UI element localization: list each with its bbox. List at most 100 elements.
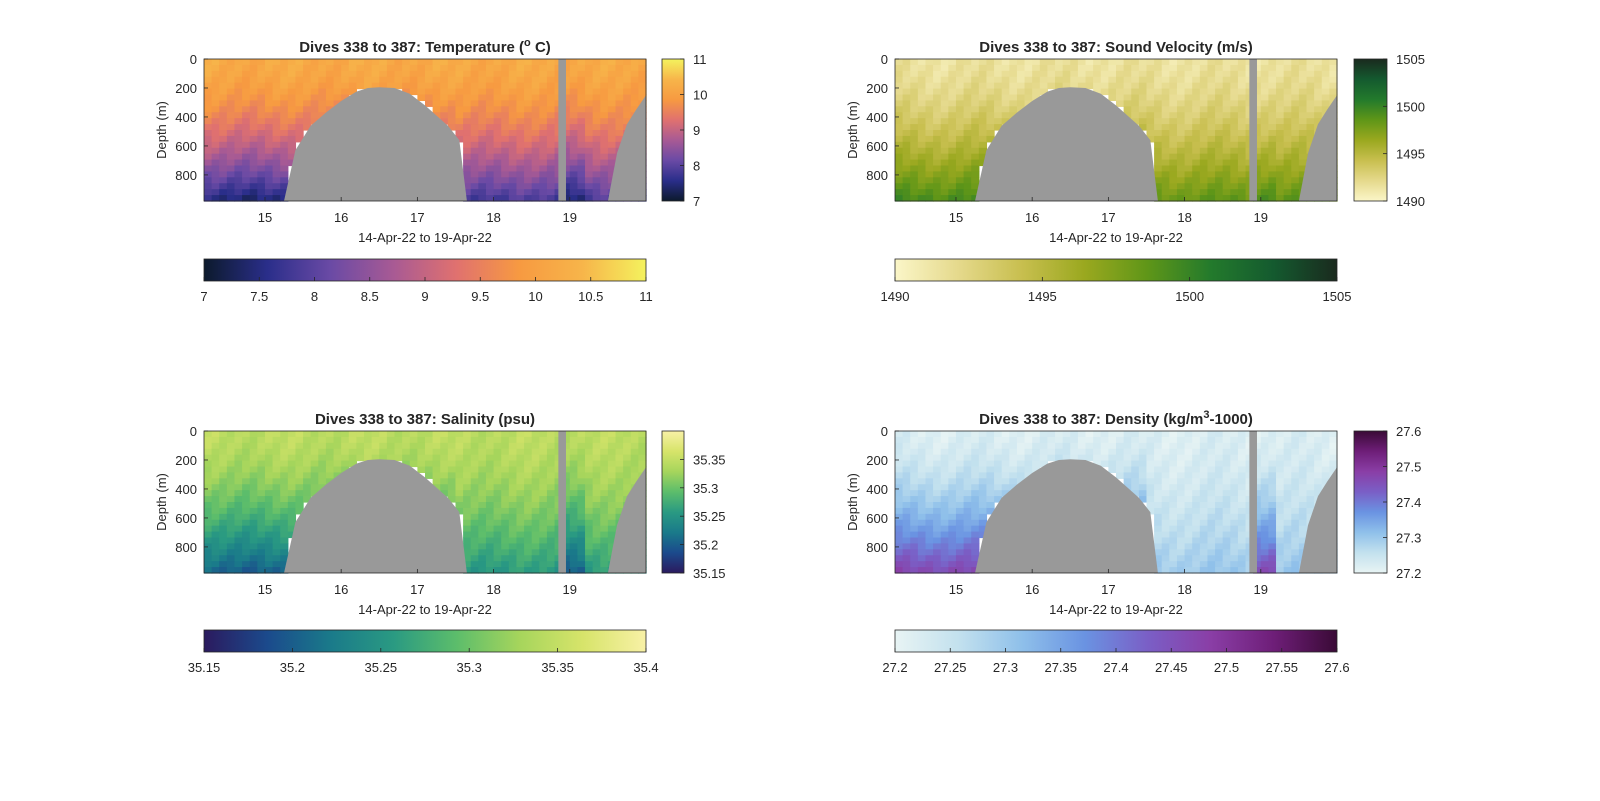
heatmap-cell xyxy=(1215,448,1224,456)
heatmap-cell xyxy=(249,431,258,438)
heatmap-cell xyxy=(1077,82,1087,90)
heatmap-cell xyxy=(493,118,502,125)
heatmap-cell xyxy=(978,112,988,119)
heatmap-cell xyxy=(1024,94,1033,102)
heatmap-cell xyxy=(1253,171,1262,178)
heatmap-cell xyxy=(1306,82,1315,90)
heatmap-cell xyxy=(1009,59,1018,66)
heatmap-cell xyxy=(902,496,911,503)
heatmap-cell xyxy=(592,135,601,143)
heatmap-cell xyxy=(264,165,274,173)
heatmap-cell xyxy=(264,543,274,550)
heatmap-cell xyxy=(1283,64,1292,72)
heatmap-cell xyxy=(1222,130,1231,137)
heatmap-cell xyxy=(539,171,548,178)
heatmap-cell xyxy=(516,519,525,527)
heatmap-cell xyxy=(242,472,251,479)
heatmap-cell xyxy=(463,135,472,143)
heatmap-cell xyxy=(310,76,319,84)
heatmap-cell xyxy=(204,82,213,90)
heatmap-cell xyxy=(478,124,487,131)
heatmap-cell xyxy=(917,100,927,107)
heatmap-cell xyxy=(925,153,934,161)
heatmap-cell xyxy=(249,507,258,515)
heatmap-cell xyxy=(516,567,525,574)
heatmap-cell xyxy=(257,177,266,184)
heatmap-cell xyxy=(524,507,533,515)
heatmap-cell xyxy=(1260,431,1270,438)
heatmap-cell xyxy=(1176,490,1186,497)
heatmap-cell xyxy=(1222,135,1231,143)
heatmap-cell xyxy=(902,454,911,462)
heatmap-cell xyxy=(264,64,274,72)
heatmap-cell xyxy=(1176,106,1186,113)
heatmap-cell xyxy=(546,159,556,167)
heatmap-cell xyxy=(910,153,919,161)
heatmap-cell xyxy=(607,484,617,491)
heatmap-cell xyxy=(1291,478,1300,485)
heatmap-cell xyxy=(1131,448,1140,456)
heatmap-cell xyxy=(948,436,957,444)
heatmap-cell xyxy=(630,472,639,479)
heatmap-cell xyxy=(524,460,533,468)
heatmap-cell xyxy=(234,183,243,190)
heatmap-cell xyxy=(531,106,540,113)
heatmap-cell xyxy=(508,431,518,438)
heatmap-cell xyxy=(516,106,525,113)
heatmap-cell xyxy=(963,159,972,167)
heatmap-cell xyxy=(1085,431,1094,438)
heatmap-cell xyxy=(1306,496,1315,503)
heatmap-cell xyxy=(917,130,927,137)
heatmap-cell xyxy=(1237,567,1247,574)
heatmap-cell xyxy=(638,82,647,90)
heatmap-cell xyxy=(272,454,281,462)
heatmap-cell xyxy=(585,70,594,78)
heatmap-cell xyxy=(607,466,617,474)
heatmap-cell xyxy=(287,147,297,155)
heatmap-cell xyxy=(1176,531,1186,539)
heatmap-cell xyxy=(1306,94,1315,102)
heatmap-cell xyxy=(971,549,980,556)
heatmap-cell xyxy=(963,454,972,462)
heatmap-cell xyxy=(577,567,586,574)
heatmap-cell xyxy=(607,442,617,450)
heatmap-cell xyxy=(219,135,228,143)
heatmap-cell xyxy=(1161,555,1170,562)
heatmap-cell xyxy=(1131,478,1140,485)
heatmap-cell xyxy=(493,460,502,468)
heatmap-cell xyxy=(1032,454,1041,462)
heatmap-cell xyxy=(1314,94,1323,102)
heatmap-cell xyxy=(501,153,510,161)
heatmap-cell xyxy=(463,454,472,462)
heatmap-cell xyxy=(432,442,441,450)
heatmap-cell xyxy=(204,189,213,196)
heatmap-cell xyxy=(1276,507,1285,515)
heatmap-cell xyxy=(1169,567,1178,574)
heatmap-cell xyxy=(940,100,949,107)
heatmap-cell xyxy=(948,159,957,167)
heatmap-cell xyxy=(569,177,579,184)
heatmap-cell xyxy=(1268,135,1277,143)
heatmap-cell xyxy=(478,525,487,533)
heatmap-cell xyxy=(1161,478,1170,485)
heatmap-cell xyxy=(1298,76,1308,84)
heatmap-cell xyxy=(242,454,251,462)
heatmap-cell xyxy=(1161,460,1170,468)
heatmap-cell xyxy=(379,436,388,444)
heatmap-cell xyxy=(341,59,350,66)
heatmap-cell xyxy=(455,436,464,444)
heatmap-cell xyxy=(1184,537,1193,545)
heatmap-cell xyxy=(508,490,518,497)
heatmap-cell xyxy=(432,112,441,119)
heatmap-cell xyxy=(940,130,949,137)
bottom-colorbar-label: 35.35 xyxy=(541,660,574,675)
heatmap-cell xyxy=(1298,64,1308,72)
heatmap-cell xyxy=(539,59,548,66)
heatmap-cell xyxy=(264,561,274,568)
heatmap-cell xyxy=(1207,153,1216,161)
heatmap-cell xyxy=(226,561,236,568)
heatmap-cell xyxy=(386,64,396,72)
heatmap-cell xyxy=(1283,555,1292,562)
heatmap-cell xyxy=(910,100,919,107)
heatmap-cell xyxy=(1260,543,1270,550)
